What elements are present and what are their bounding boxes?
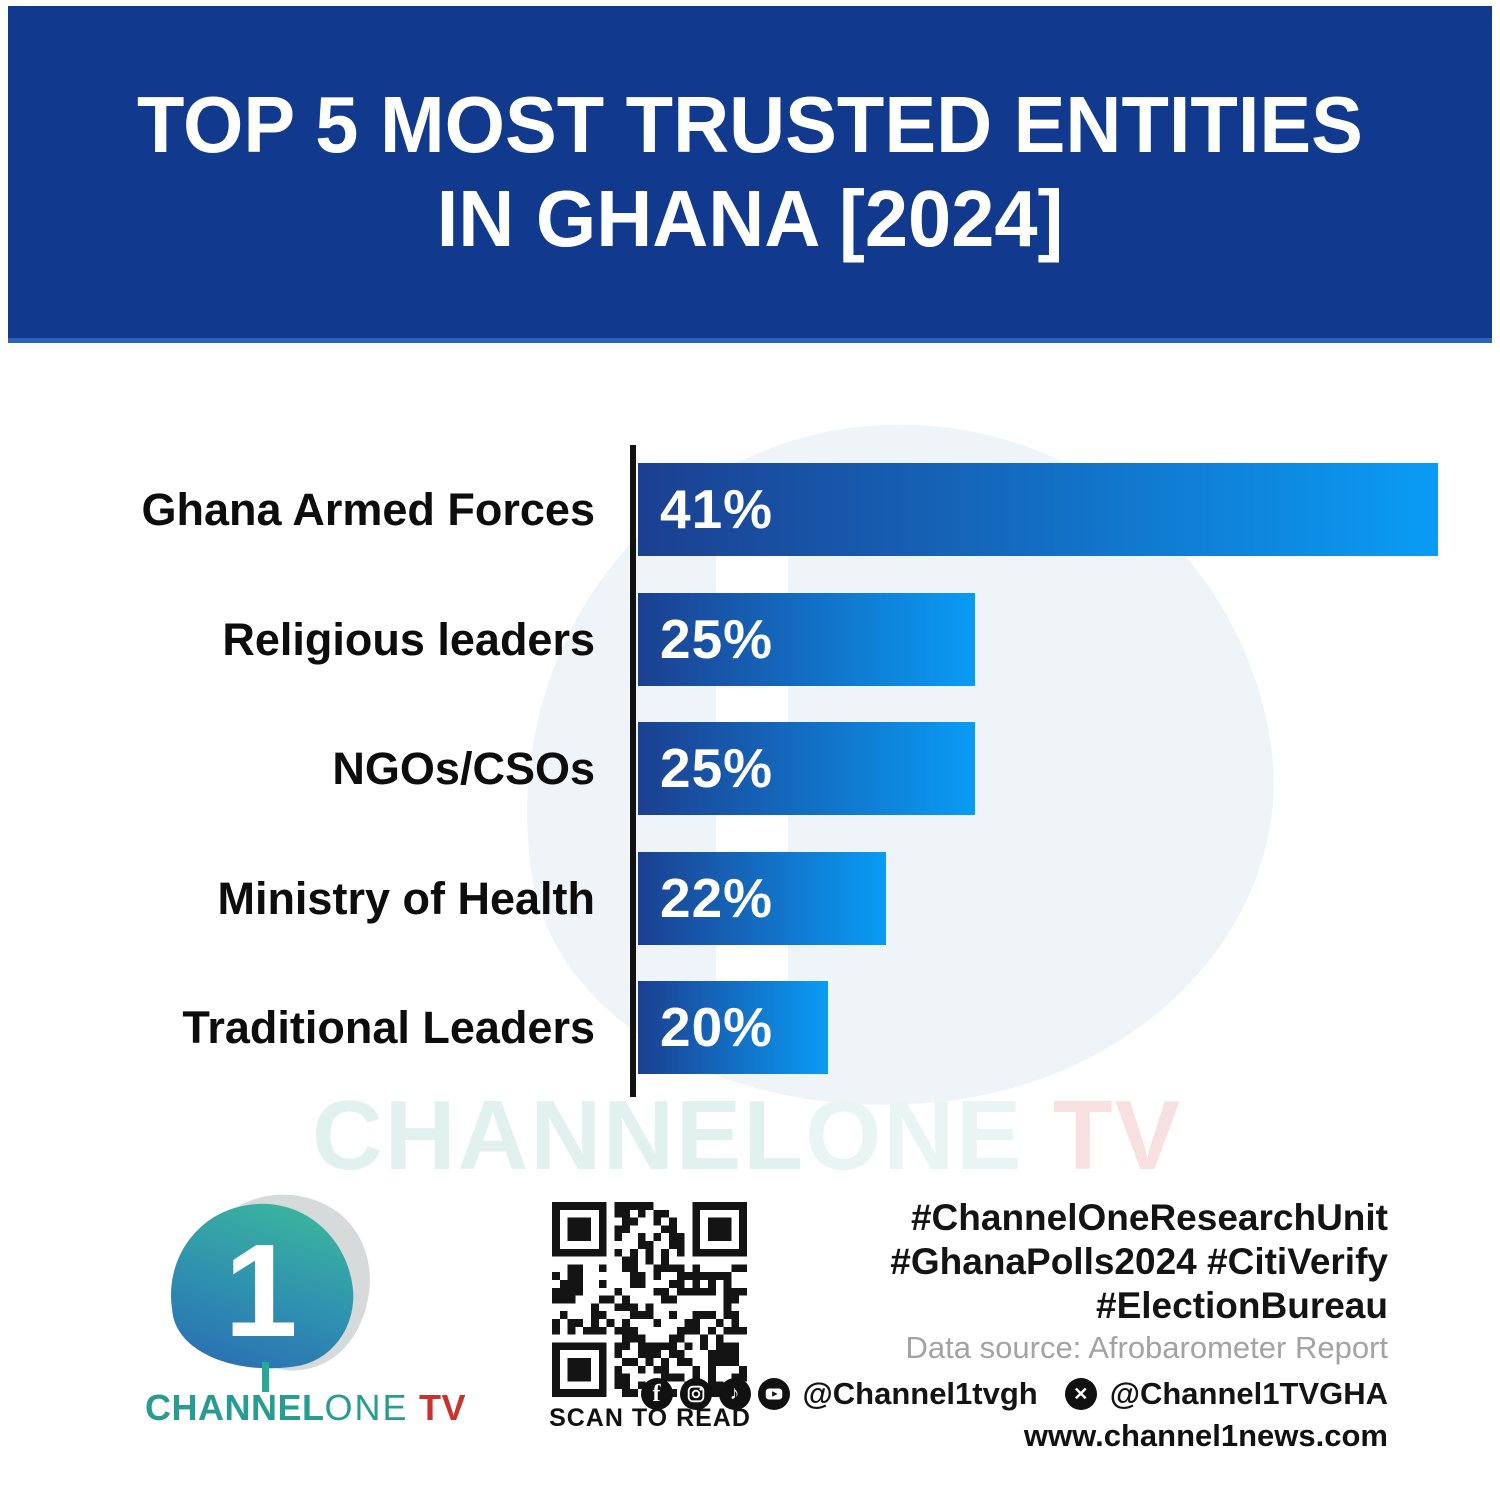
category-label: Traditional Leaders — [182, 1002, 595, 1053]
bar-value-label: 25% — [660, 608, 774, 670]
qr-caption: SCAN TO READ — [549, 1404, 751, 1432]
logo-word-channel: CHANNEL — [145, 1387, 325, 1428]
page-title-line2: IN GHANA [2024] — [436, 174, 1064, 263]
logo-word-tv: TV — [419, 1387, 467, 1428]
youtube-icon — [757, 1378, 790, 1410]
category-label: Ghana Armed Forces — [141, 484, 595, 535]
x-twitter-icon: ✕ — [1064, 1378, 1097, 1410]
bar-value-label: 22% — [660, 867, 774, 929]
social-handle-x: @Channel1TVGHA — [1109, 1376, 1388, 1411]
category-label: Ministry of Health — [217, 873, 595, 924]
hashtag-line-3: #ElectionBureau — [1096, 1285, 1388, 1326]
page-title-line1: TOP 5 MOST TRUSTED ENTITIES — [137, 80, 1363, 169]
watermark-channel: CHANNEL — [312, 1080, 806, 1190]
chart-axis-line — [630, 445, 636, 1097]
social-row: f ♪ @Channel1tvgh ✕ @Channel1TVGHA — [640, 1376, 1388, 1412]
website-url: www.channel1news.com — [1023, 1418, 1388, 1453]
tiktok-icon: ♪ — [718, 1378, 751, 1410]
qr-code — [552, 1202, 747, 1397]
watermark-one: ONE — [805, 1080, 1024, 1190]
bar: 25% — [638, 593, 975, 686]
category-label: NGOs/CSOs — [332, 743, 595, 794]
hashtag-line-1: #ChannelOneResearchUnit — [910, 1197, 1388, 1238]
bar: 25% — [638, 722, 975, 815]
bar-value-label: 41% — [660, 478, 774, 540]
watermark-wordmark: CHANNELONE TV — [312, 1086, 1182, 1184]
instagram-icon — [679, 1378, 712, 1410]
hashtag-line-2: #GhanaPolls2024 #CitiVerify — [890, 1241, 1388, 1282]
bar: 22% — [638, 852, 886, 945]
bar: 20% — [638, 981, 828, 1074]
logo-numeral-tail — [262, 1362, 269, 1392]
watermark-tv — [1023, 1080, 1052, 1190]
data-source-note: Data source: Afrobarometer Report — [905, 1330, 1388, 1365]
logo-word-space — [409, 1387, 420, 1428]
logo-wordmark: CHANNELONE TV — [145, 1387, 467, 1428]
logo-word-one: ONE — [324, 1387, 409, 1428]
watermark-tv-text: TV — [1052, 1080, 1182, 1190]
header-banner: TOP 5 MOST TRUSTED ENTITIES IN GHANA [20… — [8, 6, 1492, 343]
category-label: Religious leaders — [222, 614, 595, 665]
facebook-icon: f — [640, 1378, 673, 1410]
logo-numeral: 1 — [224, 1217, 298, 1364]
bar-value-label: 25% — [660, 737, 774, 799]
bar-value-label: 20% — [660, 996, 774, 1058]
hashtags-block: #ChannelOneResearchUnit #GhanaPolls2024 … — [828, 1196, 1388, 1328]
social-handle-main: @Channel1tvgh — [802, 1376, 1038, 1411]
bar: 41% — [638, 463, 1438, 556]
